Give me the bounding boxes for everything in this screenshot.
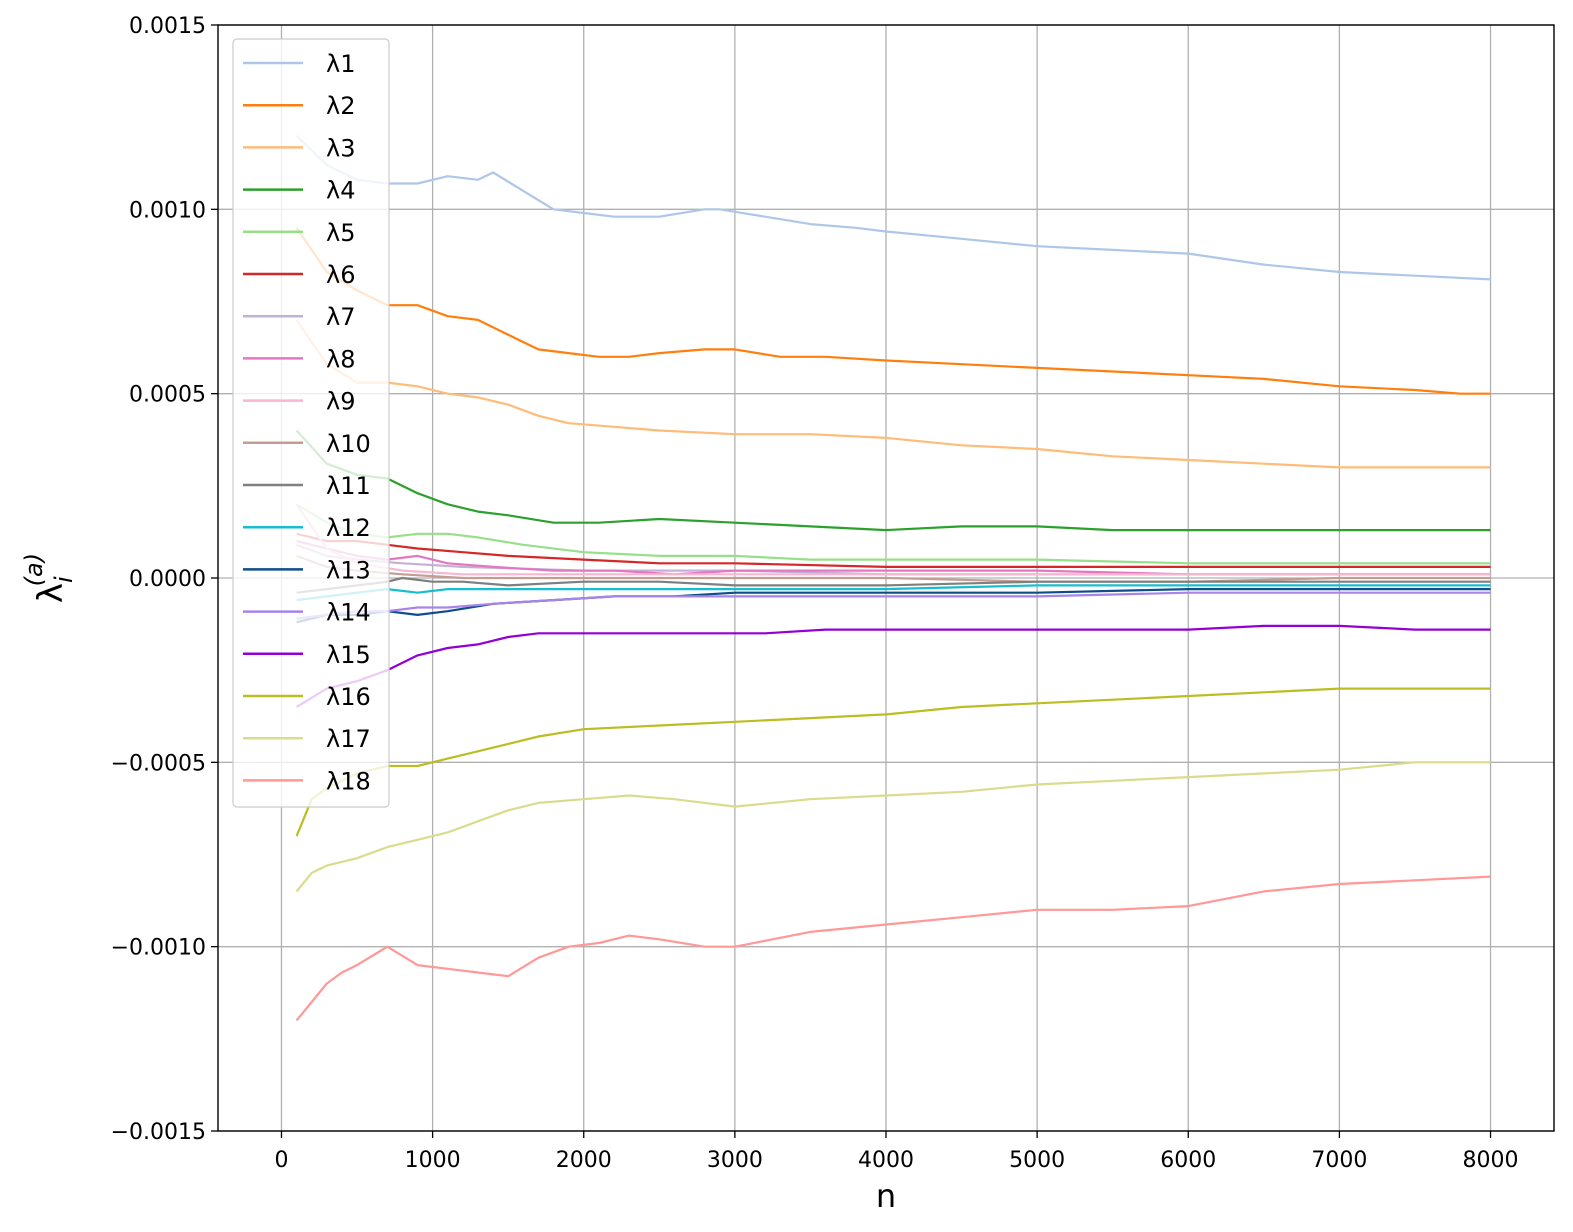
y-tick-label: −0.0010 (111, 936, 206, 961)
legend-label-4: λ4 (326, 177, 355, 205)
series-line-1 (295, 134, 1491, 281)
y-axis-label-superscript: (a) (20, 553, 48, 586)
x-tick-label: 7000 (1311, 1148, 1367, 1173)
series-line-2 (295, 227, 1491, 395)
legend-label-17: λ17 (326, 725, 371, 753)
x-tick-label: 6000 (1160, 1148, 1216, 1173)
y-axis-ticks: −0.0015 −0.0010 −0.0005 0.0000 0.0005 0.0010 0… (111, 14, 218, 1145)
series-line-18 (295, 875, 1491, 1022)
legend-label-1: λ1 (326, 50, 355, 78)
x-axis-label: n (876, 1177, 896, 1215)
legend-label-5: λ5 (326, 219, 355, 247)
legend-label-2: λ2 (326, 92, 355, 120)
y-axis-label-subscript: i (50, 576, 78, 583)
y-tick-label: 0.0005 (129, 383, 206, 408)
x-tick-label: 4000 (858, 1148, 914, 1173)
x-tick-label: 3000 (707, 1148, 763, 1173)
legend-label-15: λ15 (326, 641, 371, 669)
y-tick-label: −0.0005 (111, 751, 206, 776)
series-line-3 (295, 319, 1491, 469)
legend-label-11: λ11 (326, 472, 371, 500)
series-line-4 (295, 429, 1491, 532)
legend-label-9: λ9 (326, 388, 355, 416)
x-tick-label: 1000 (405, 1148, 461, 1173)
legend-label-12: λ12 (326, 514, 371, 542)
y-tick-label: 0.0010 (129, 198, 206, 223)
legend-label-16: λ16 (326, 683, 371, 711)
y-tick-label: 0.0000 (129, 567, 206, 592)
legend-label-8: λ8 (326, 345, 355, 373)
legend-label-6: λ6 (326, 261, 355, 289)
legend: λ1 λ2 λ3 λ4 λ5 λ6 λ7 λ8 λ9 λ10 λ11 λ12 λ13 λ14 λ15 λ16 λ… (232, 38, 390, 808)
y-tick-label: −0.0015 (111, 1120, 206, 1145)
x-tick-label: 5000 (1009, 1148, 1065, 1173)
x-tick-label: 8000 (1463, 1148, 1519, 1173)
legend-label-7: λ7 (326, 303, 355, 331)
x-tick-label: 0 (274, 1148, 288, 1173)
series-line-15 (296, 624, 1491, 708)
y-tick-label: 0.0015 (129, 14, 206, 39)
series-line-17 (295, 761, 1491, 893)
y-axis-label-symbol: λ (31, 583, 71, 603)
legend-label-18: λ18 (326, 767, 371, 795)
legend-label-13: λ13 (326, 556, 371, 584)
legend-label-3: λ3 (326, 134, 355, 162)
x-axis-ticks: 0 1000 2000 3000 4000 5000 6000 7000 8000 (274, 1131, 1519, 1173)
y-axis-label: λi(a) (20, 553, 78, 603)
legend-label-10: λ10 (326, 430, 371, 458)
legend-label-14: λ14 (326, 599, 371, 627)
x-tick-label: 2000 (556, 1148, 612, 1173)
